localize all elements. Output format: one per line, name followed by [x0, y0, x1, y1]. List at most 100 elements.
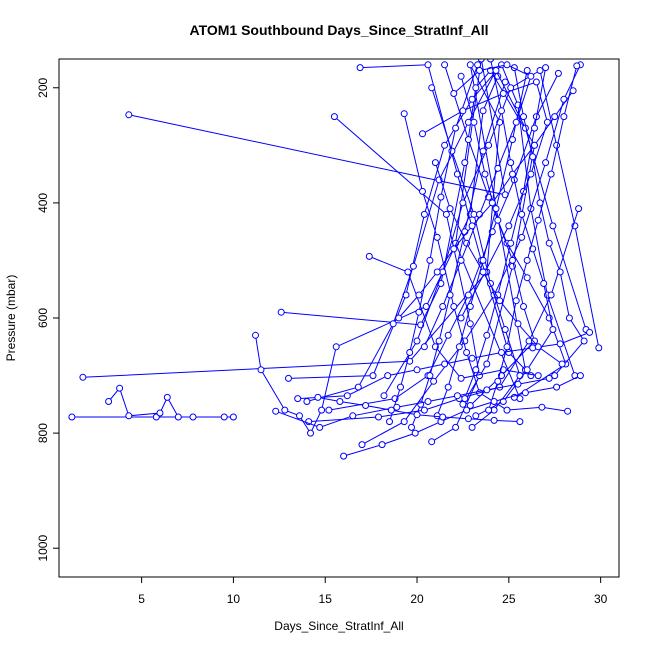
data-point: [534, 343, 542, 351]
data-point: [281, 406, 289, 414]
data-point: [444, 383, 452, 391]
data-point: [252, 331, 259, 339]
series-line: [411, 81, 506, 428]
data-point: [529, 344, 537, 352]
data-point: [466, 320, 474, 328]
data-point: [501, 326, 509, 333]
data-point: [453, 392, 461, 400]
data-point: [303, 398, 311, 405]
data-point: [529, 153, 537, 161]
data-point: [433, 233, 441, 241]
series-profiles-AG: [395, 87, 577, 322]
data-point: [325, 406, 333, 414]
data-point: [505, 222, 513, 230]
data-point: [538, 403, 546, 411]
data-point: [356, 64, 364, 72]
series-line: [360, 64, 532, 376]
data-point: [430, 377, 438, 385]
data-point: [397, 383, 404, 391]
data-point: [426, 256, 434, 264]
data-point: [523, 366, 531, 374]
data-point: [531, 124, 538, 132]
series-line: [389, 64, 479, 422]
data-point: [468, 95, 476, 103]
data-point: [435, 337, 443, 345]
data-point: [428, 84, 436, 92]
data-point: [404, 268, 412, 276]
data-point: [503, 406, 511, 414]
data-point: [79, 373, 87, 381]
data-point: [479, 256, 487, 264]
series-profiles-V: [386, 61, 482, 426]
data-point: [380, 392, 388, 400]
data-point: [424, 398, 432, 405]
data-point: [229, 413, 237, 421]
data-point: [277, 308, 285, 316]
data-point: [507, 239, 515, 247]
data-point: [426, 372, 434, 380]
data-point: [536, 67, 544, 74]
data-point: [499, 90, 507, 97]
data-point: [551, 113, 559, 121]
data-point: [556, 268, 564, 276]
data-point: [501, 78, 509, 86]
data-point: [419, 130, 426, 138]
data-point: [314, 393, 322, 401]
data-point: [479, 268, 487, 276]
data-point: [459, 107, 467, 115]
data-point: [468, 423, 476, 431]
data-point: [375, 413, 382, 421]
data-layer: [68, 59, 603, 460]
x-tick-label: 5: [138, 592, 145, 606]
data-point: [174, 413, 182, 421]
data-point: [466, 61, 474, 69]
data-point: [420, 406, 428, 414]
axes-layer: 5 10 15 20 25 30 200 400 600 800 1000: [36, 58, 620, 606]
series-profiles-W: [408, 78, 509, 431]
data-point: [463, 406, 471, 414]
data-point: [476, 67, 483, 74]
data-point: [415, 308, 423, 316]
series-profiles-AE: [431, 159, 566, 368]
data-point: [488, 199, 496, 207]
series-profiles-M: [400, 110, 572, 415]
data-point: [503, 61, 511, 69]
data-point: [540, 280, 548, 287]
data-point: [549, 222, 557, 230]
data-point: [409, 262, 417, 270]
data-point: [532, 78, 540, 86]
data-point: [505, 349, 513, 356]
data-point: [415, 291, 423, 299]
data-point: [457, 72, 465, 80]
y-tick-label: 1000: [36, 535, 50, 562]
data-point: [520, 113, 527, 121]
series-profiles-D: [105, 384, 228, 421]
data-point: [542, 159, 550, 167]
data-point: [400, 418, 408, 426]
data-point: [389, 320, 397, 328]
data-point: [472, 366, 480, 374]
y-tick-label: 800: [36, 423, 50, 443]
series-profiles-Q: [428, 84, 524, 431]
data-point: [395, 314, 403, 322]
data-point: [523, 67, 531, 74]
data-point: [492, 67, 500, 74]
series-profiles-AH: [314, 393, 524, 426]
series-line: [436, 70, 528, 416]
data-point: [527, 372, 535, 380]
x-tick-label: 25: [502, 592, 516, 606]
data-point: [433, 268, 441, 276]
data-point: [419, 187, 426, 195]
series-line: [82, 64, 526, 378]
data-point: [318, 406, 326, 414]
data-point: [556, 340, 564, 348]
data-point: [336, 398, 344, 405]
data-point: [424, 61, 432, 69]
data-point: [441, 141, 449, 149]
x-tick-label: 15: [319, 592, 333, 606]
data-point: [527, 72, 535, 80]
data-point: [531, 141, 538, 149]
data-point: [520, 303, 527, 310]
data-point: [463, 349, 471, 356]
data-point: [564, 407, 572, 415]
